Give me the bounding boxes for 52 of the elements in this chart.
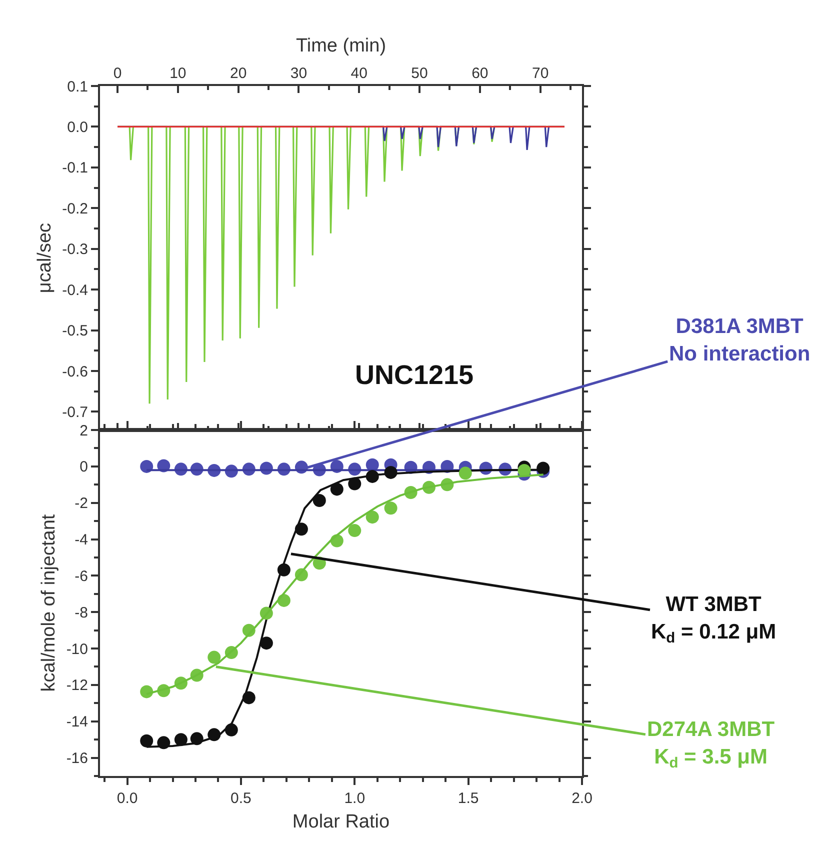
x-tick-label: 30 xyxy=(290,65,308,82)
point xyxy=(312,494,326,507)
point xyxy=(208,650,221,664)
y-tick-label: 0 xyxy=(80,458,88,476)
y-tick-label: -0.5 xyxy=(62,322,88,340)
y-tick-label: -0.4 xyxy=(62,282,88,299)
x-tick-label: 40 xyxy=(350,65,368,82)
y-tick-label: -14 xyxy=(66,714,88,731)
y-tick-label: -6 xyxy=(74,568,88,585)
point xyxy=(348,524,362,538)
y-tick-label: -0.3 xyxy=(62,241,88,258)
y-tick-label: -0.6 xyxy=(62,363,88,380)
y-tick-label: -8 xyxy=(74,604,88,622)
x-tick-label: 60 xyxy=(472,65,488,82)
x-tick-label: 0.5 xyxy=(230,790,252,807)
x-tick-label: 0 xyxy=(113,65,122,82)
point xyxy=(458,466,472,480)
x-tick-label: 20 xyxy=(230,65,247,82)
y-axis-title: μcal/sec xyxy=(34,222,56,294)
point xyxy=(140,734,154,748)
y-tick-label: 0.1 xyxy=(67,78,88,96)
y-tick-label: -2 xyxy=(74,495,88,512)
x-tick-label: 70 xyxy=(532,65,549,82)
y-tick-label: 0.0 xyxy=(67,118,88,136)
y-axis-title: kcal/mole of injectant xyxy=(38,514,60,692)
x-tick-label: 50 xyxy=(411,65,428,82)
y-tick-label: 2 xyxy=(80,422,88,440)
y-tick-label: -12 xyxy=(66,677,88,694)
y-tick-label: -10 xyxy=(66,640,88,658)
y-tick-label: -4 xyxy=(74,532,88,549)
x-tick-label: 2.0 xyxy=(572,790,592,807)
point xyxy=(174,733,188,746)
y-tick-label: -0.1 xyxy=(62,160,88,177)
x-axis-title: Molar Ratio xyxy=(292,811,390,832)
annotation: WT 3MBT K$_{d}$ = 0.12 μM xyxy=(651,593,776,647)
x-tick-label: 10 xyxy=(170,65,186,82)
point xyxy=(330,482,344,496)
point xyxy=(384,502,398,515)
x-axis-title: Time (min) xyxy=(296,35,386,56)
point xyxy=(140,685,154,698)
x-tick-label: 1.5 xyxy=(458,790,479,807)
x-tick-label: 0.0 xyxy=(116,790,138,807)
y-tick-label: -0.2 xyxy=(62,200,88,218)
y-tick-label: -0.7 xyxy=(62,404,88,421)
point xyxy=(140,460,154,473)
annotation: D381A 3MBT No interaction xyxy=(669,315,810,366)
y-tick-label: -16 xyxy=(66,750,88,768)
point xyxy=(366,510,379,524)
x-tick-label: 1.0 xyxy=(344,790,366,807)
annotation: UNC1215 xyxy=(355,360,474,390)
point xyxy=(260,636,273,650)
annotation: D274A 3MBT K$_{d}$ = 3.5 μM xyxy=(647,718,775,772)
